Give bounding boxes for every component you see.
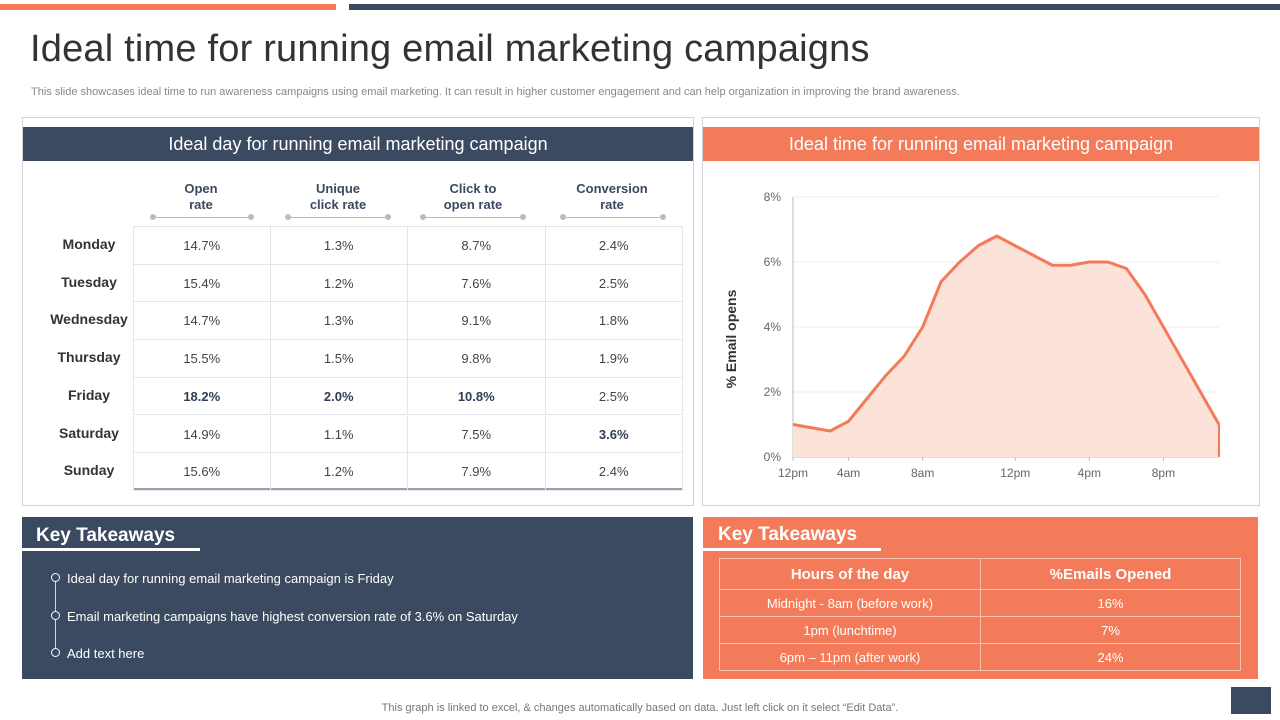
col-head-open-rate: Open rate bbox=[184, 181, 218, 212]
table-cell: 7.5% bbox=[408, 415, 546, 454]
hours-table-head-hours: Hours of the day bbox=[720, 559, 981, 590]
x-tick-label: 4am bbox=[837, 466, 860, 480]
bullet-dot bbox=[51, 611, 60, 620]
hours-table-cell: 7% bbox=[981, 617, 1240, 644]
col-rule-dot bbox=[150, 214, 156, 220]
table-cell: 2.4% bbox=[545, 227, 683, 265]
day-label: Tuesday bbox=[61, 273, 117, 290]
table-cell: 1.9% bbox=[545, 340, 683, 378]
top-accent-bar-orange bbox=[0, 4, 336, 10]
col-head-conversion-rate: Conversion rate bbox=[576, 181, 648, 212]
table-cell: 2.5% bbox=[545, 264, 683, 303]
x-tick-label: 4pm bbox=[1078, 466, 1101, 480]
col-rule-dot bbox=[285, 214, 291, 220]
table-cell: 7.6% bbox=[408, 264, 546, 303]
time-chart-panel: Ideal time for running email marketing c… bbox=[702, 117, 1260, 506]
x-tick-label: 12pm bbox=[778, 466, 808, 480]
hours-table-head-emails: %Emails Opened bbox=[981, 559, 1240, 590]
slide-subtitle: This slide showcases ideal time to run a… bbox=[31, 86, 960, 98]
takeaway-bullet-3[interactable]: Add text here bbox=[67, 646, 145, 661]
table-cell: 9.8% bbox=[408, 340, 546, 378]
table-cell: 15.5% bbox=[133, 340, 271, 378]
y-tick-label: 6% bbox=[764, 255, 782, 269]
col-head-unique-click-rate: Unique click rate bbox=[309, 181, 367, 212]
table-cell: 2.4% bbox=[545, 453, 683, 491]
col-rule bbox=[288, 217, 388, 218]
corner-logo-box bbox=[1231, 687, 1271, 714]
slide-title: Ideal time for running email marketing c… bbox=[30, 28, 870, 70]
title-underline bbox=[703, 548, 881, 551]
day-table-panel: Ideal day for running email marketing ca… bbox=[22, 117, 694, 506]
day-label: Monday bbox=[62, 236, 116, 252]
y-tick-label: 0% bbox=[764, 450, 782, 464]
table-cell: 1.2% bbox=[270, 264, 408, 303]
day-label: Saturday bbox=[59, 424, 119, 441]
col-rule-dot bbox=[385, 214, 391, 220]
x-tick-label: 12pm bbox=[1000, 466, 1030, 480]
hours-table-cell: 24% bbox=[1097, 650, 1124, 665]
table-cell: 14.7% bbox=[133, 302, 271, 341]
hours-table-cell: 1pm (lunchtime) bbox=[720, 617, 981, 644]
table-cell: 14.7% bbox=[133, 227, 271, 265]
takeaway-bullet-1: Ideal day for running email marketing ca… bbox=[67, 571, 394, 586]
y-axis-label: % Email opens bbox=[723, 289, 739, 388]
key-takeaways-right: Key Takeaways Hours of the day %Emails O… bbox=[703, 517, 1258, 679]
col-rule bbox=[563, 217, 663, 218]
time-chart-header: Ideal time for running email marketing c… bbox=[703, 127, 1259, 161]
table-cell: 15.6% bbox=[133, 453, 271, 491]
col-rule-dot bbox=[420, 214, 426, 220]
day-table-header: Ideal day for running email marketing ca… bbox=[23, 127, 693, 161]
day-label: Thursday bbox=[57, 349, 121, 366]
table-cell: 7.9% bbox=[408, 453, 546, 491]
col-rule bbox=[153, 217, 251, 218]
col-rule-dot bbox=[520, 214, 526, 220]
footnote: This graph is linked to excel, & changes… bbox=[381, 702, 899, 714]
day-table-grid: 14.7% 1.3% 8.7% 2.4% 15.4% 1.2% 7.6% 2.5% 14.7% 1… bbox=[133, 226, 683, 491]
col-head-click-to-open-rate: Click to open rate bbox=[443, 181, 503, 212]
table-cell: 18.2% bbox=[133, 377, 271, 416]
x-tick-label: 8am bbox=[911, 466, 934, 480]
title-underline bbox=[22, 548, 200, 551]
x-tick-label: 8pm bbox=[1152, 466, 1175, 480]
hours-table: Hours of the day %Emails Opened Midnight… bbox=[719, 558, 1241, 671]
table-cell: 8.7% bbox=[408, 227, 546, 265]
hours-table-cell: 16% bbox=[981, 590, 1240, 617]
table-cell: 1.8% bbox=[545, 302, 683, 341]
y-tick-label: 4% bbox=[764, 320, 782, 334]
hours-table-cell: 6pm – 11pm (after work) bbox=[720, 644, 981, 671]
bullet-dot bbox=[51, 648, 60, 657]
table-cell: 1.3% bbox=[270, 302, 408, 341]
table-cell: 3.6% bbox=[545, 415, 683, 454]
key-takeaways-left: Key Takeaways Ideal day for running emai… bbox=[22, 517, 693, 679]
takeaway-bullet-2: Email marketing campaigns have highest c… bbox=[67, 609, 518, 624]
table-cell: 10.8% bbox=[408, 377, 546, 416]
series-line bbox=[792, 234, 1221, 433]
table-cell: 9.1% bbox=[408, 302, 546, 341]
top-accent-bar-navy bbox=[349, 4, 1280, 10]
table-cell: 2.0% bbox=[270, 377, 408, 416]
table-cell: 15.4% bbox=[133, 264, 271, 303]
email-opens-chart: 0% 2% 4% 6% 8% 12pm 4am 8am 12pm 4pm 8pm % Email op… bbox=[723, 190, 1221, 480]
y-tick-label: 8% bbox=[764, 190, 782, 204]
y-tick-label: 2% bbox=[764, 385, 782, 399]
table-cell: 1.5% bbox=[270, 340, 408, 378]
col-rule-dot bbox=[560, 214, 566, 220]
col-rule-dot bbox=[248, 214, 254, 220]
area-fill bbox=[793, 236, 1219, 457]
key-takeaways-left-title: Key Takeaways bbox=[36, 525, 176, 546]
col-rule bbox=[423, 217, 523, 218]
bullet-dot bbox=[51, 573, 60, 582]
table-cell: 1.2% bbox=[270, 453, 408, 491]
col-rule-dot bbox=[660, 214, 666, 220]
day-label: Friday bbox=[67, 386, 110, 403]
day-label: Sunday bbox=[63, 462, 115, 479]
table-cell: 2.5% bbox=[545, 377, 683, 416]
table-cell: 1.1% bbox=[270, 415, 408, 454]
table-cell: 14.9% bbox=[133, 415, 271, 454]
day-label: Wednesday bbox=[50, 311, 128, 328]
hours-table-cell: Midnight - 8am (before work) bbox=[720, 590, 981, 617]
table-cell: 1.3% bbox=[270, 227, 408, 265]
key-takeaways-right-title: Key Takeaways bbox=[718, 524, 858, 545]
